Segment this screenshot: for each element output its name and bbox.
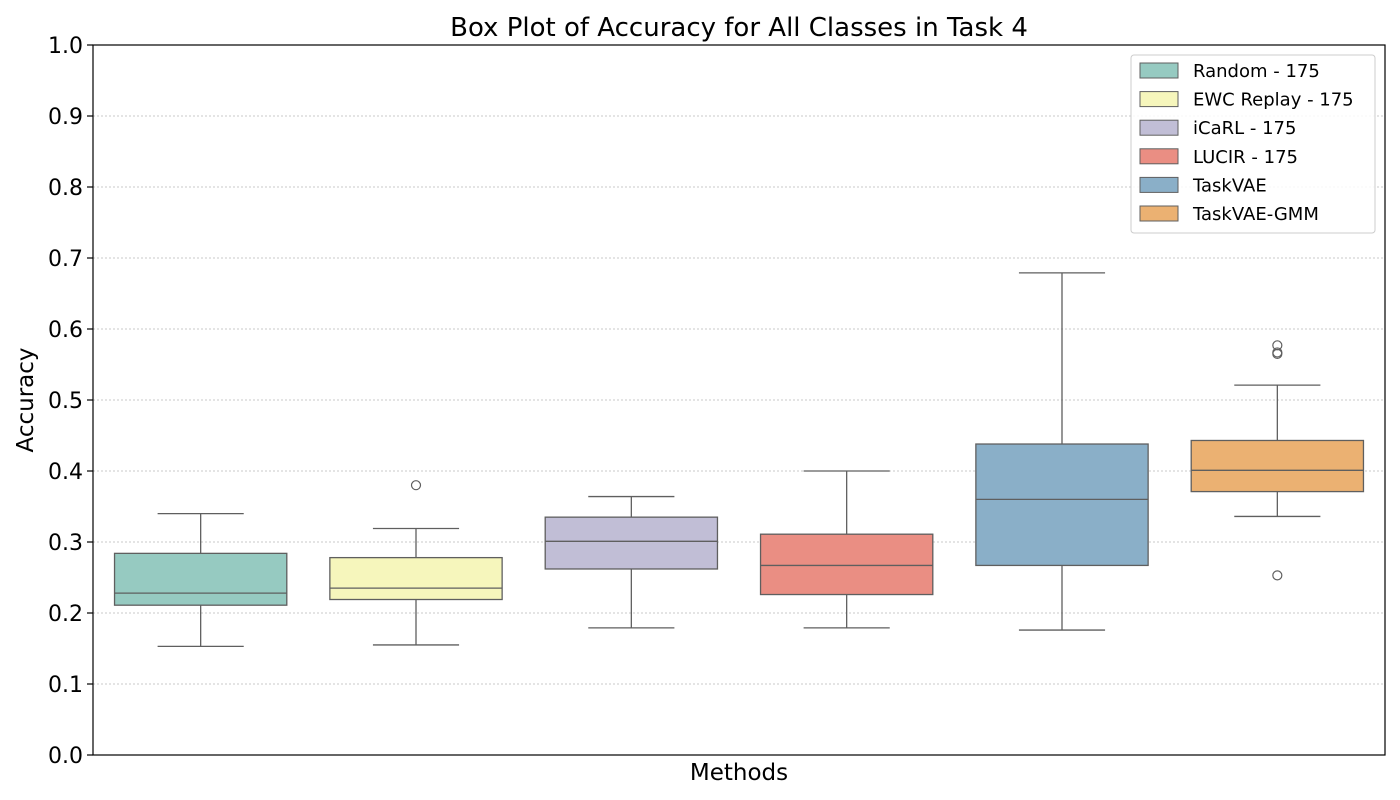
box-taskvae-gmm [1190, 340, 1365, 581]
legend-label: TaskVAE-GMM [1192, 204, 1319, 225]
box-icarl-175 [544, 495, 719, 629]
legend-swatch [1139, 148, 1179, 165]
y-tick-label: 0.1 [48, 673, 83, 698]
legend-label: EWC Replay - 175 [1193, 90, 1354, 111]
outlier-point [1272, 348, 1283, 359]
legend-label: LUCIR - 175 [1193, 147, 1298, 168]
outlier-point [410, 480, 422, 491]
y-tick-label: 0.9 [48, 105, 83, 130]
legend-label: TaskVAE [1192, 175, 1267, 196]
legend-swatch [1139, 119, 1179, 136]
y-tick-label: 1.0 [48, 34, 83, 59]
y-tick-label: 0.5 [48, 389, 83, 414]
y-axis-label: Accuracy [13, 347, 39, 452]
outlier-point [1272, 570, 1283, 581]
box-group [113, 272, 1365, 648]
y-tick-label: 0.3 [48, 531, 83, 556]
box-iqr [113, 552, 288, 606]
legend-label: Random - 175 [1193, 61, 1320, 82]
y-tick-label: 0.6 [48, 318, 83, 343]
box-taskvae [975, 272, 1149, 631]
box-iqr [329, 556, 503, 601]
box-random-175 [113, 512, 288, 648]
y-tick-label: 0.8 [48, 176, 83, 201]
legend-swatch [1139, 91, 1179, 108]
legend-swatch [1139, 176, 1179, 193]
box-ewc-replay-175 [329, 480, 503, 646]
box-iqr [975, 443, 1149, 567]
box-lucir-175 [759, 470, 934, 629]
y-tick-label: 0.4 [48, 460, 83, 485]
box-iqr [544, 516, 719, 570]
legend-swatch [1139, 62, 1179, 79]
y-axis-ticks: 0.0 0.1 0.2 0.3 0.4 0.5 0.6 0.7 0.8 0.9 1.0 [48, 34, 93, 769]
legend: Random - 175 EWC Replay - 175 iCaRL - 175 L… [1130, 54, 1376, 234]
box-iqr [1190, 439, 1365, 493]
legend-label: iCaRL - 175 [1193, 118, 1296, 139]
legend-frame [1130, 54, 1376, 234]
legend-swatch [1139, 205, 1179, 222]
chart-title: Box Plot of Accuracy for All Classes in … [450, 13, 1028, 43]
x-axis-label: Methods [690, 760, 788, 786]
box-iqr [759, 533, 934, 596]
y-tick-label: 0.7 [48, 247, 83, 272]
y-tick-label: 0.0 [48, 744, 83, 769]
y-tick-label: 0.2 [48, 602, 83, 627]
